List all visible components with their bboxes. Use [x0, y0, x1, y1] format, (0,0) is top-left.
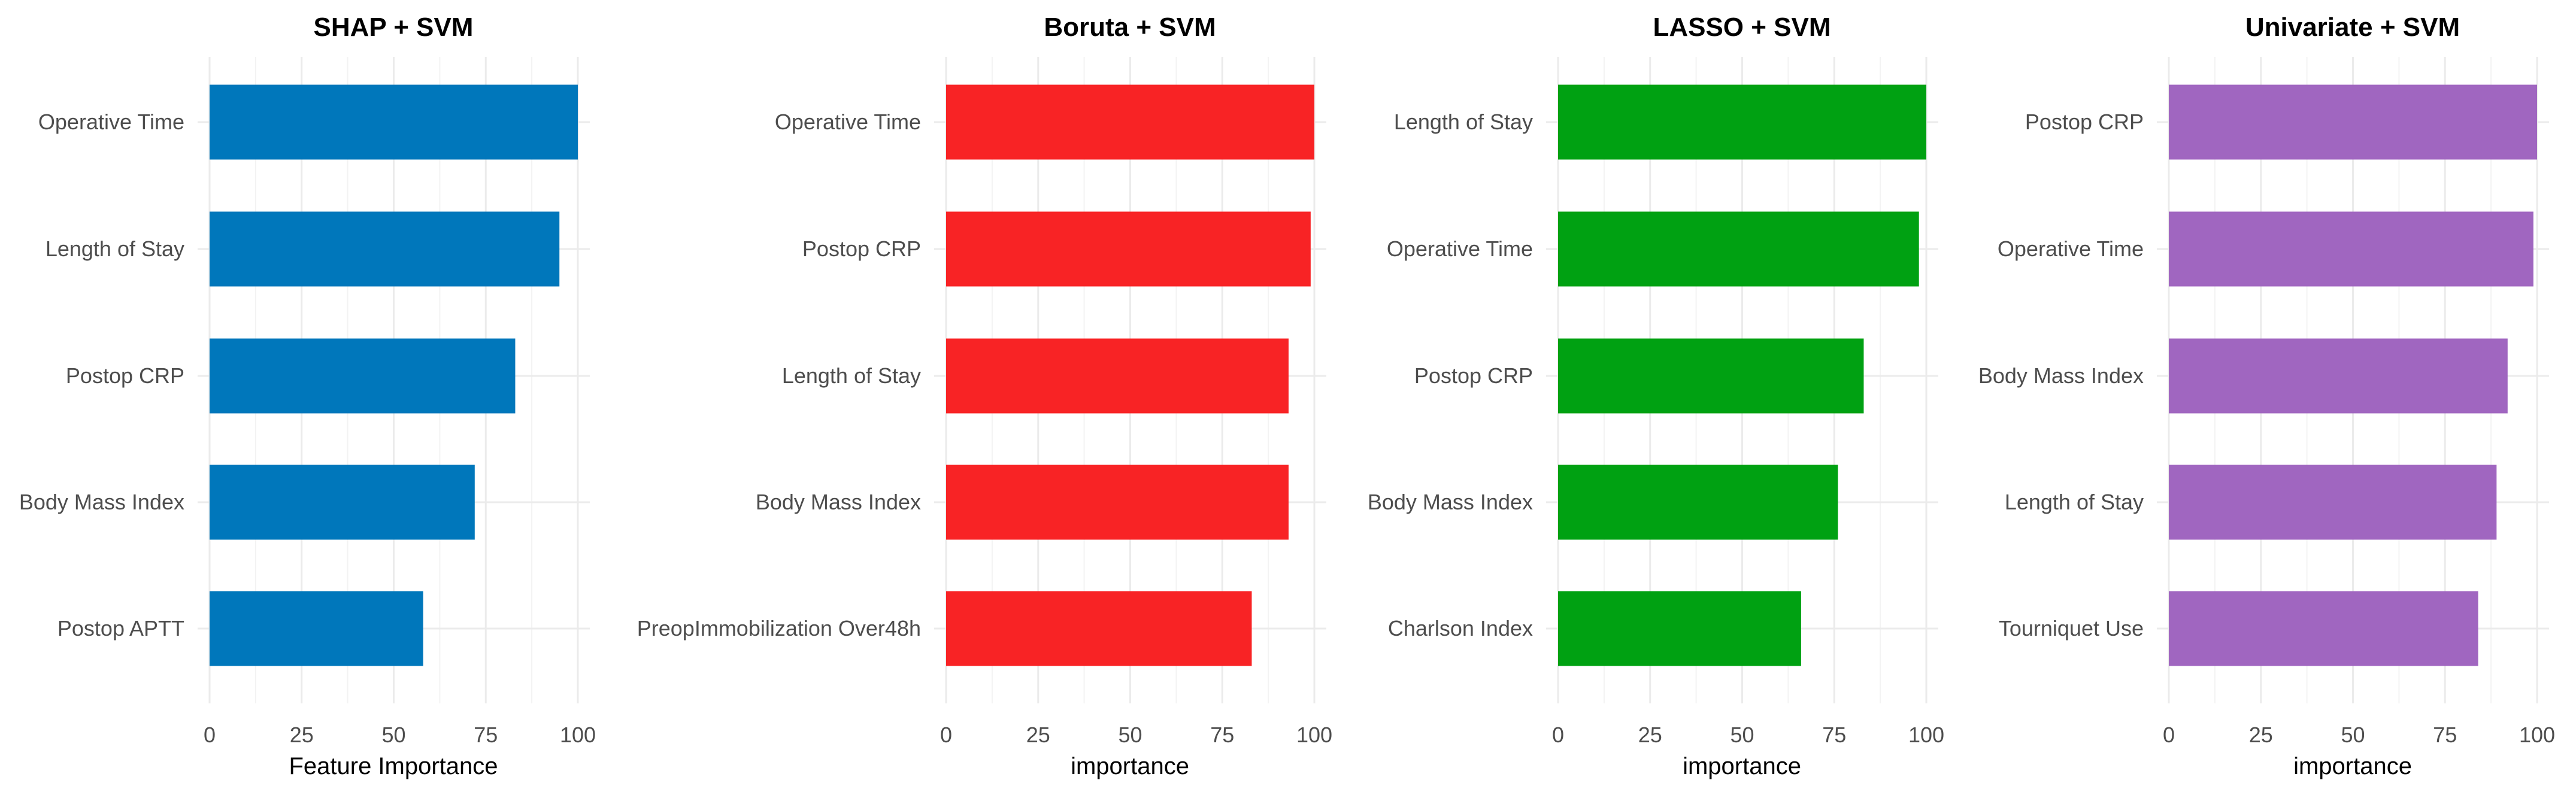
bar [1558, 465, 1838, 540]
bar [2169, 591, 2478, 666]
bar [1558, 591, 1801, 666]
chart-title: Univariate + SVM [2245, 13, 2460, 42]
x-axis-label: importance [1683, 753, 1801, 779]
bar [946, 84, 1314, 160]
x-tick-label: 100 [2519, 723, 2555, 747]
category-label: Length of Stay [46, 236, 184, 261]
category-label: Operative Time [38, 110, 184, 134]
x-tick-label: 0 [2163, 723, 2175, 747]
x-tick-label: 75 [2433, 723, 2457, 747]
x-tick-label: 75 [1822, 723, 1846, 747]
category-label: Postop CRP [66, 363, 184, 388]
x-tick-label: 100 [1908, 723, 1944, 747]
chart-panel: Postop CRP Operative Time Body Mass Index L… [1978, 13, 2555, 779]
bar [210, 338, 516, 414]
category-label: Length of Stay [2005, 490, 2144, 514]
category-label: Operative Time [775, 110, 921, 134]
category-label: Body Mass Index [756, 490, 921, 514]
category-label: Body Mass Index [19, 490, 184, 514]
x-tick-label: 25 [290, 723, 314, 747]
x-tick-label: 25 [1638, 723, 1662, 747]
category-label: Postop CRP [802, 236, 921, 261]
chart-panel: Length of Stay Operative Time Postop CRP Bo… [1368, 13, 1944, 779]
category-label: Tourniquet Use [1999, 616, 2144, 641]
x-tick-label: 50 [1730, 723, 1754, 747]
x-tick-label: 75 [1210, 723, 1234, 747]
x-tick-label: 50 [2341, 723, 2365, 747]
chart-panel: Operative Time Length of Stay Postop CRP Bo… [19, 13, 596, 779]
category-label: Length of Stay [1394, 110, 1533, 134]
category-label: Body Mass Index [1368, 490, 1533, 514]
x-axis-label: Feature Importance [289, 753, 498, 779]
x-tick-label: 25 [1026, 723, 1050, 747]
category-label: Postop CRP [1414, 363, 1533, 388]
category-label: Operative Time [1998, 236, 2144, 261]
bar [2169, 211, 2533, 287]
chart-panel: Operative Time Postop CRP Length of Stay Bo… [637, 13, 1332, 779]
bar [210, 211, 560, 287]
x-tick-label: 0 [204, 723, 216, 747]
chart-title: Boruta + SVM [1044, 13, 1216, 42]
x-tick-label: 100 [1296, 723, 1332, 747]
x-tick-label: 50 [1118, 723, 1142, 747]
bar [2169, 84, 2537, 160]
bar [1558, 84, 1926, 160]
category-label: Charlson Index [1388, 616, 1533, 641]
bar [946, 338, 1289, 414]
bar [2169, 338, 2508, 414]
bar [946, 591, 1252, 666]
category-label: Operative Time [1387, 236, 1533, 261]
bar [946, 211, 1311, 287]
x-tick-label: 100 [560, 723, 596, 747]
bar [946, 465, 1289, 540]
x-tick-label: 75 [474, 723, 498, 747]
category-label: Length of Stay [782, 363, 921, 388]
category-label: Postop CRP [2025, 110, 2144, 134]
x-tick-label: 0 [940, 723, 952, 747]
x-tick-label: 0 [1552, 723, 1564, 747]
bar [2169, 465, 2497, 540]
category-label: Body Mass Index [1978, 363, 2144, 388]
x-tick-label: 50 [381, 723, 405, 747]
bar [210, 591, 423, 666]
x-axis-label: importance [2293, 753, 2412, 779]
chart-title: SHAP + SVM [314, 13, 474, 42]
bar [210, 465, 475, 540]
bar [1558, 211, 1919, 287]
category-label: Postop APTT [57, 616, 184, 641]
category-label: PreopImmobilization Over48h [637, 616, 921, 641]
bar [1558, 338, 1864, 414]
chart-title: LASSO + SVM [1653, 13, 1831, 42]
x-tick-label: 25 [2249, 723, 2273, 747]
bar [210, 84, 578, 160]
x-axis-label: importance [1071, 753, 1189, 779]
